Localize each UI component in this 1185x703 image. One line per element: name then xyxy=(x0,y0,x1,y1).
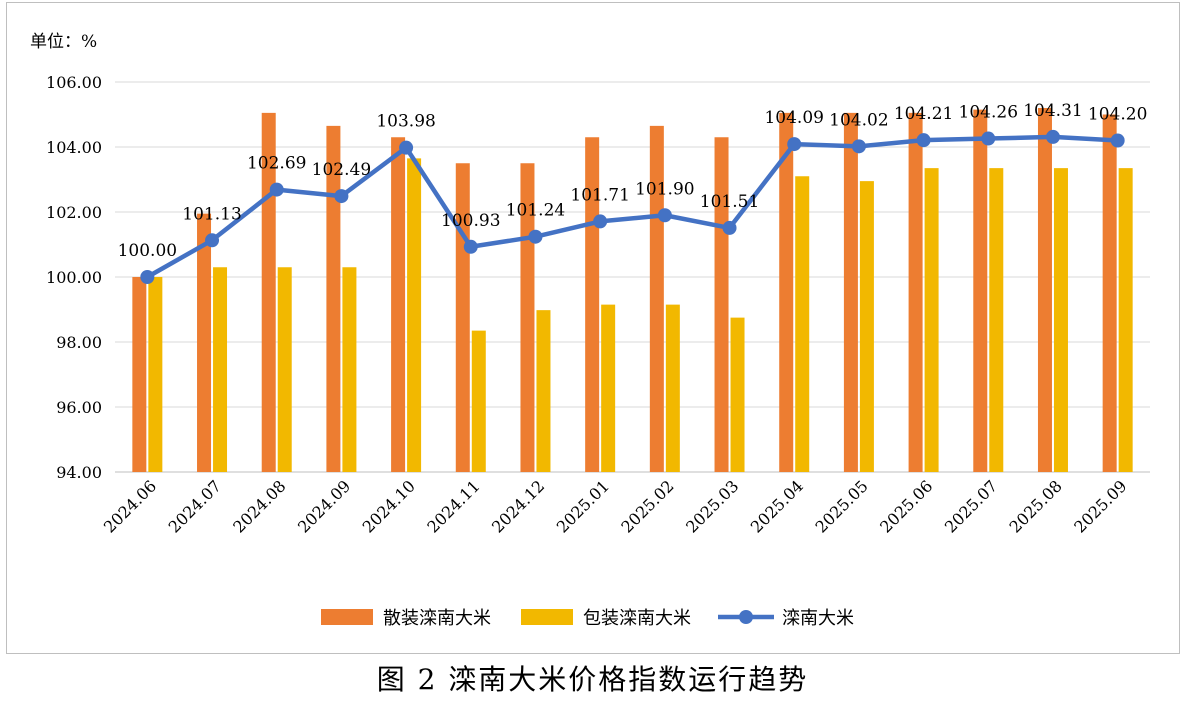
data-label: 102.49 xyxy=(312,160,371,180)
bar-bulk xyxy=(261,112,276,472)
x-tick-label: 2025.08 xyxy=(1006,476,1066,536)
bar-packaged xyxy=(859,181,874,472)
bar-bulk xyxy=(973,109,988,472)
series-line xyxy=(145,134,1120,280)
data-label: 101.24 xyxy=(506,201,565,221)
line-point xyxy=(851,139,866,154)
x-tick-label: 2025.03 xyxy=(682,476,742,536)
data-label: 104.20 xyxy=(1088,105,1147,125)
y-tick-label: 106.00 xyxy=(46,73,102,92)
bar-packaged xyxy=(795,176,810,472)
y-tick-label: 104.00 xyxy=(46,138,102,157)
x-tick-label: 2024.11 xyxy=(423,476,483,536)
line-point xyxy=(528,229,543,244)
x-tick-label: 2024.06 xyxy=(100,476,160,536)
x-tick-label: 2025.01 xyxy=(553,476,613,536)
bar-packaged xyxy=(536,310,551,472)
data-label: 103.98 xyxy=(376,112,435,132)
legend-swatch-bulk xyxy=(321,609,373,625)
data-label: 104.31 xyxy=(1023,101,1082,121)
bar-packaged xyxy=(277,267,292,472)
data-label: 104.26 xyxy=(959,103,1018,123)
unit-label: 单位：% xyxy=(30,32,97,52)
bar-bulk xyxy=(649,125,664,472)
x-tick-label: 2024.12 xyxy=(488,476,548,536)
bar-packaged xyxy=(1053,168,1068,472)
bar-packaged xyxy=(989,168,1004,472)
legend-marker-line xyxy=(739,610,753,624)
bar-bulk xyxy=(391,137,406,472)
line-point xyxy=(269,182,284,197)
bar-packaged xyxy=(407,158,422,472)
x-tick-label: 2025.07 xyxy=(941,476,1001,536)
line-point xyxy=(205,233,220,248)
data-label: 101.71 xyxy=(570,185,629,205)
bar-bulk xyxy=(1037,108,1052,472)
x-tick-label: 2025.04 xyxy=(747,476,807,536)
bar-bulk xyxy=(843,112,858,472)
x-tick-label: 2025.09 xyxy=(1070,476,1130,536)
x-tick-label: 2025.02 xyxy=(617,476,677,536)
x-tick-label: 2024.07 xyxy=(165,476,225,536)
bar-bulk xyxy=(714,137,729,472)
bar-bulk xyxy=(1102,114,1117,472)
y-tick-label: 102.00 xyxy=(46,203,102,222)
bar-bulk xyxy=(779,112,794,472)
bar-packaged xyxy=(730,317,745,472)
legend-label-bulk: 散装滦南大米 xyxy=(383,608,491,629)
data-label: 104.09 xyxy=(764,108,823,128)
line-point xyxy=(140,270,155,284)
line-point xyxy=(981,131,996,146)
bar-packaged xyxy=(1118,168,1133,472)
legend-swatch-packaged xyxy=(521,609,573,625)
y-tick-label: 100.00 xyxy=(46,268,102,287)
line-point xyxy=(463,239,478,254)
legend-label-packaged: 包装滦南大米 xyxy=(583,608,691,629)
line-point xyxy=(593,214,608,229)
bar-bulk xyxy=(197,213,212,472)
line-point xyxy=(916,133,931,148)
x-tick-label: 2024.09 xyxy=(294,476,354,536)
line-point xyxy=(334,189,349,204)
line-point xyxy=(1110,133,1125,148)
bar-bulk xyxy=(326,125,341,472)
bar-packaged xyxy=(601,304,616,472)
x-tick-label: 2025.06 xyxy=(876,476,936,536)
bar-packaged xyxy=(665,304,680,472)
bar-bulk xyxy=(908,112,923,472)
bar-bulk xyxy=(455,163,470,472)
line-point xyxy=(787,137,802,152)
data-label: 102.69 xyxy=(247,154,306,174)
line-point xyxy=(399,140,414,155)
data-label: 100.93 xyxy=(441,211,500,231)
y-tick-label: 94.00 xyxy=(56,463,102,482)
data-label: 101.13 xyxy=(182,204,241,224)
data-label: 104.21 xyxy=(894,104,953,124)
bar-packaged xyxy=(213,267,228,472)
bar-packaged xyxy=(148,277,163,472)
bar-packaged xyxy=(471,330,486,472)
y-tick-label: 98.00 xyxy=(56,333,102,352)
bar-packaged xyxy=(342,267,357,472)
data-label: 100.00 xyxy=(118,241,177,261)
line-point xyxy=(657,208,672,223)
x-tick-label: 2024.08 xyxy=(229,476,289,536)
legend-label-line: 滦南大米 xyxy=(782,608,854,629)
bar-packaged xyxy=(924,168,939,472)
bar-bulk xyxy=(132,277,147,472)
line-point xyxy=(1045,129,1060,144)
y-tick-label: 96.00 xyxy=(56,398,102,417)
x-tick-label: 2025.05 xyxy=(812,476,872,536)
line-point xyxy=(722,220,737,235)
data-label: 104.02 xyxy=(829,110,888,130)
data-label: 101.90 xyxy=(635,179,694,199)
x-tick-label: 2024.10 xyxy=(359,476,419,536)
data-label: 101.51 xyxy=(700,192,759,212)
figure-caption: 图 2 滦南大米价格指数运行趋势 xyxy=(376,663,809,696)
